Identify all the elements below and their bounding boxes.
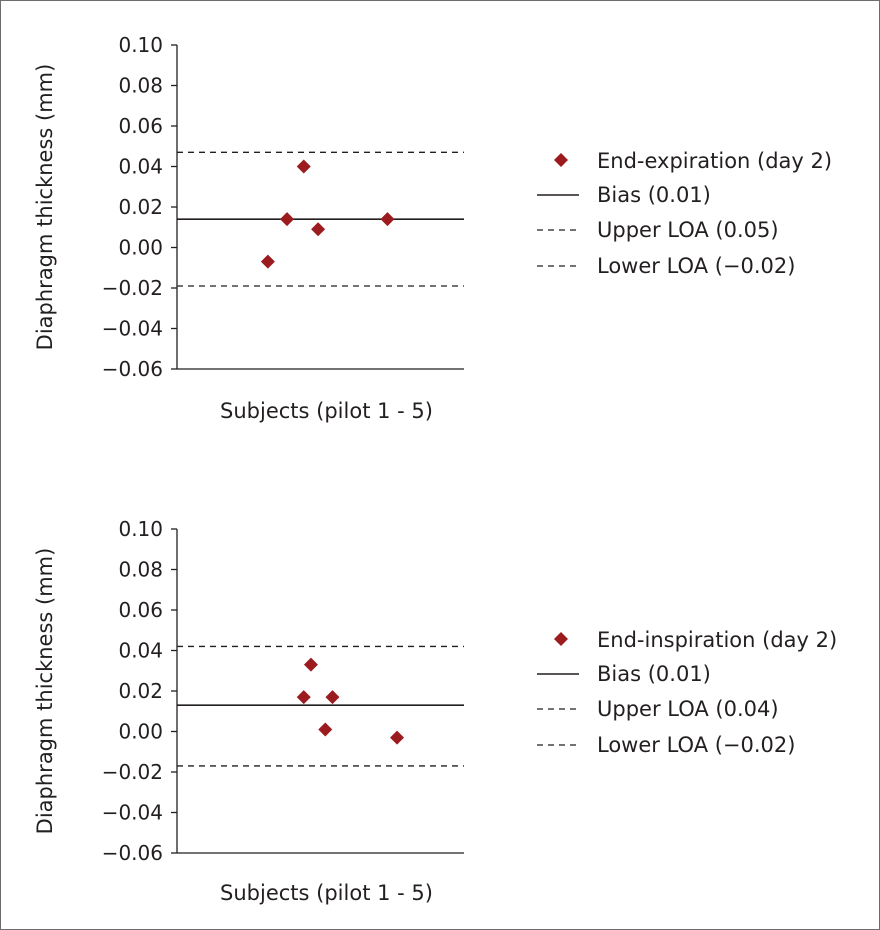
legend-label: Lower LOA (−0.02) (597, 254, 795, 278)
data-point (311, 222, 326, 237)
y-tick-label: 0.02 (118, 195, 163, 219)
data-point (296, 690, 311, 705)
y-tick-label: 0.02 (118, 679, 163, 703)
y-tick-label: 0.04 (118, 639, 163, 663)
data-point (318, 722, 333, 737)
legend: End-inspiration (day 2) Bias (0.01) Upper … (537, 628, 837, 757)
y-tick-label: −0.02 (102, 276, 163, 300)
legend-label: Upper LOA (0.05) (597, 218, 779, 242)
data-point (296, 159, 311, 174)
y-tick-label: 0.08 (118, 74, 163, 98)
y-tick-label: 0.10 (118, 33, 163, 57)
y-axis-title: Diaphragm thickness (mm) (33, 64, 57, 351)
data-point (380, 212, 395, 227)
chart-panel-expiration: 0.10 0.08 0.06 0.04 0.02 0.00 −0.02 −0.04 −0.06 D… (33, 33, 832, 423)
legend: End-expiration (day 2) Bias (0.01) Upper L… (537, 149, 832, 278)
y-tick-label: 0.04 (118, 155, 163, 179)
legend-label: End-inspiration (day 2) (597, 628, 837, 652)
y-tick-label: 0.06 (118, 114, 163, 138)
x-axis-title: Subjects (pilot 1 - 5) (220, 881, 433, 905)
y-tick-label: 0.10 (118, 517, 163, 541)
y-tick-label: −0.04 (102, 801, 163, 825)
data-point (280, 212, 295, 227)
x-axis-title: Subjects (pilot 1 - 5) (220, 399, 433, 423)
y-tick-label: −0.04 (102, 317, 163, 341)
legend-marker (554, 632, 568, 646)
legend-label: Lower LOA (−0.02) (597, 733, 795, 757)
y-tick-label: 0.06 (118, 598, 163, 622)
legend-label: Upper LOA (0.04) (597, 697, 779, 721)
data-point (260, 254, 275, 269)
y-tick-label: 0.00 (118, 720, 163, 744)
data-point (390, 730, 405, 745)
legend-label: End-expiration (day 2) (597, 149, 832, 173)
data-point (325, 690, 340, 705)
chart-panel-inspiration: 0.10 0.08 0.06 0.04 0.02 0.00 −0.02 −0.04 −0.06 D… (33, 517, 837, 905)
y-tick-label: −0.06 (102, 841, 163, 865)
y-tick-label: 0.08 (118, 558, 163, 582)
y-tick-label: −0.02 (102, 760, 163, 784)
legend-label: Bias (0.01) (597, 662, 711, 686)
y-tick-label: 0.00 (118, 236, 163, 260)
legend-marker (554, 153, 568, 167)
legend-label: Bias (0.01) (597, 183, 711, 207)
y-axis-title: Diaphragm thickness (mm) (33, 548, 57, 835)
y-tick-label: −0.06 (102, 357, 163, 381)
data-point (303, 657, 318, 672)
